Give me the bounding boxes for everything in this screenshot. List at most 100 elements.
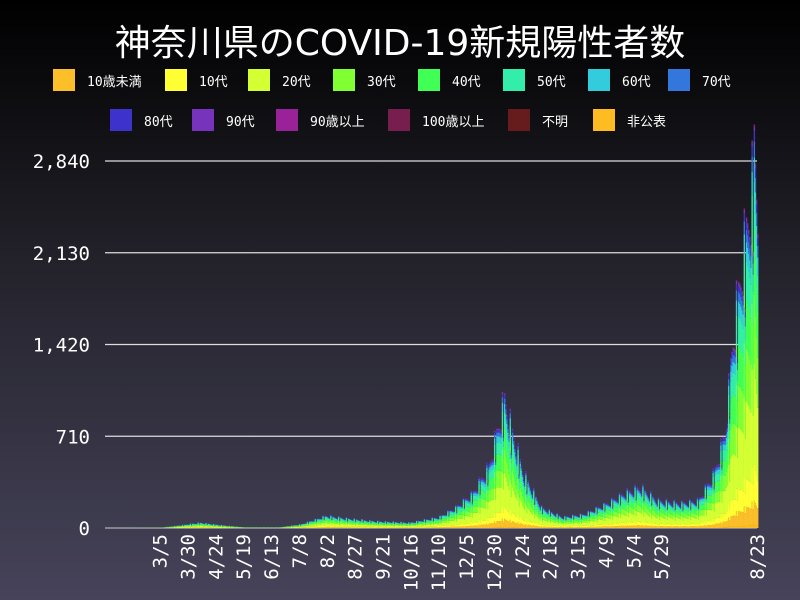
bar-segment	[460, 507, 462, 509]
bar-segment	[351, 524, 353, 527]
bar-segment	[349, 519, 351, 521]
bar-segment	[470, 495, 472, 501]
bar-segment	[444, 520, 447, 523]
bar-segment	[498, 487, 500, 513]
bar-segment	[308, 522, 311, 523]
bar-segment	[486, 527, 488, 528]
bar-segment	[194, 524, 196, 525]
bar-segment	[327, 518, 330, 521]
bar-segment	[457, 510, 459, 515]
bar-segment	[412, 527, 415, 528]
bar-segment	[483, 486, 486, 493]
bar-segment	[449, 526, 451, 528]
bar-segment	[487, 494, 489, 502]
bar-segment	[441, 515, 444, 516]
bar-segment	[362, 523, 364, 525]
bar-segment	[353, 526, 355, 528]
bar-segment	[204, 524, 206, 526]
bar-segment	[373, 522, 376, 524]
bar-segment	[450, 517, 452, 521]
bar-segment	[365, 522, 368, 524]
bar-segment	[478, 519, 480, 525]
bar-segment	[322, 517, 324, 519]
bar-segment	[479, 522, 481, 526]
bar-segment	[448, 517, 450, 519]
bar-segment	[353, 523, 355, 527]
bar-segment	[429, 521, 431, 524]
bar-segment	[385, 525, 388, 527]
bar-segment	[366, 525, 369, 527]
bar-segment	[189, 524, 192, 526]
bar-segment	[206, 525, 208, 526]
bar-segment	[473, 512, 476, 523]
bar-segment	[322, 518, 324, 521]
bar-segment	[211, 526, 214, 528]
bar-segment	[178, 526, 180, 528]
bar-segment	[446, 525, 448, 528]
bar-segment	[318, 520, 321, 523]
bar-segment	[422, 526, 425, 528]
bar-segment	[475, 506, 477, 513]
bar-segment	[446, 516, 448, 519]
bar-segment	[320, 524, 322, 527]
bar-segment	[490, 523, 493, 528]
bar-segment	[306, 525, 309, 527]
bar-segment	[322, 525, 324, 528]
bar-segment	[313, 526, 315, 528]
bar-segment	[457, 508, 459, 511]
bar-segment	[224, 526, 226, 528]
bar-segment	[476, 491, 478, 493]
bar-segment	[362, 522, 364, 524]
bar-segment	[433, 523, 436, 527]
bar-segment	[425, 522, 428, 525]
bar-segment	[476, 500, 478, 507]
bar-segment	[365, 526, 368, 528]
bar-segment	[335, 527, 338, 528]
bar-segment	[392, 526, 394, 528]
bar-segment	[399, 525, 401, 528]
bar-segment	[478, 477, 480, 478]
bar-segment	[421, 526, 423, 528]
y-tick-label: 1,420	[33, 335, 90, 357]
bar-segment	[317, 522, 320, 525]
bar-segment	[318, 522, 321, 525]
bar-segment	[362, 527, 364, 528]
bar-segment	[434, 520, 437, 523]
bar-segment	[366, 524, 369, 526]
bar-segment	[388, 525, 390, 528]
bar-segment	[337, 527, 340, 528]
bar-segment	[209, 525, 212, 527]
legend-swatch	[276, 109, 298, 131]
bar-segment	[478, 478, 480, 482]
bar-segment	[329, 527, 331, 528]
bar-segment	[301, 526, 303, 528]
bar-segment	[194, 525, 196, 527]
bar-segment	[344, 521, 347, 524]
bar-segment	[356, 527, 359, 528]
bar-segment	[316, 526, 319, 528]
bar-segment	[415, 523, 418, 525]
bar-segment	[481, 498, 484, 508]
bar-segment	[496, 432, 498, 437]
bar-segment	[448, 526, 450, 528]
bar-segment	[335, 520, 338, 523]
bar-segment	[451, 517, 454, 521]
bar-segment	[448, 518, 450, 521]
bar-segment	[359, 521, 361, 523]
bar-segment	[439, 518, 441, 521]
bar-segment	[322, 516, 324, 518]
bar-segment	[222, 527, 224, 528]
bar-segment	[498, 454, 500, 471]
bar-segment	[352, 523, 354, 525]
bar-segment	[400, 526, 402, 528]
bar-segment	[315, 526, 318, 528]
bar-segment	[495, 477, 497, 489]
bar-segment	[489, 527, 491, 528]
bar-segment	[432, 521, 435, 523]
bar-segment	[340, 527, 342, 528]
bar-segment	[496, 527, 498, 528]
bar-segment	[428, 527, 430, 528]
bar-segment	[186, 526, 188, 528]
bar-segment	[427, 519, 429, 521]
bar-segment	[188, 525, 191, 527]
